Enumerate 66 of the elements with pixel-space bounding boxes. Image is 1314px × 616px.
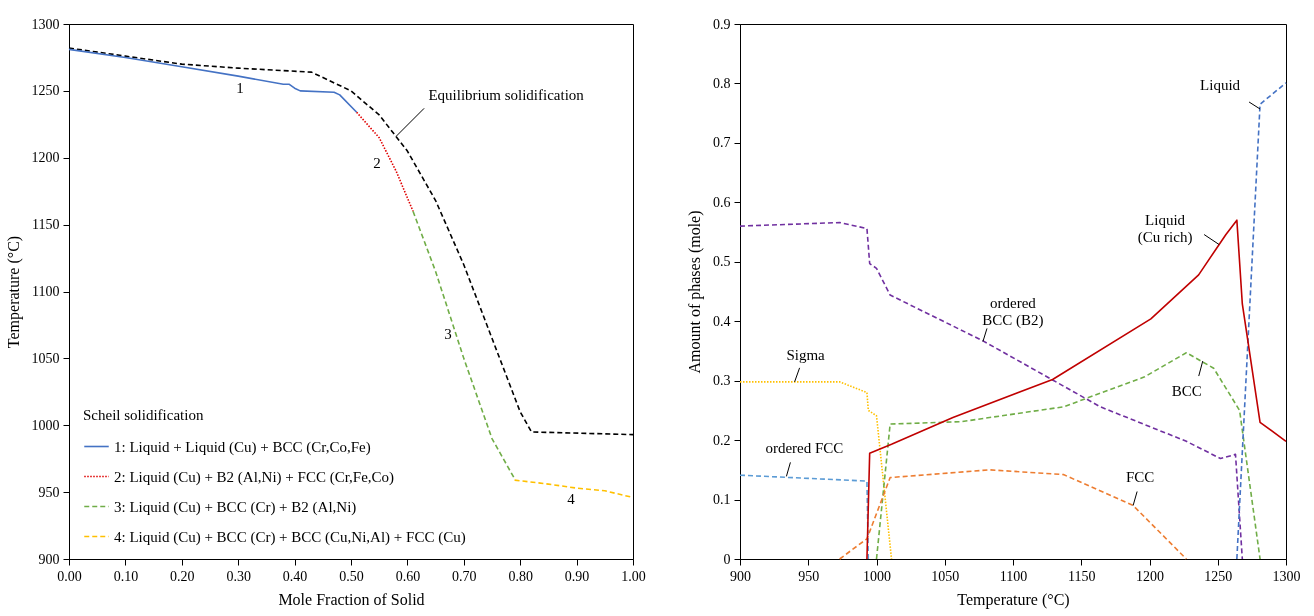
legend-label: 1: Liquid + Liquid (Cu) + BCC (Cr,Co,Fe) xyxy=(114,438,371,456)
y-tick-label: 0 xyxy=(723,551,731,567)
x-axis-title: Mole Fraction of Solid xyxy=(278,590,425,608)
y-tick-label: 0.3 xyxy=(713,373,731,389)
x-tick-label: 0.50 xyxy=(339,568,364,584)
y-tick-label: 0.5 xyxy=(713,254,731,270)
annotation: Sigma xyxy=(786,346,826,363)
annotation: 3 xyxy=(444,326,452,342)
legend-label: 2: Liquid (Cu) + B2 (Al,Ni) + FCC (Cr,Fe,Co) xyxy=(114,468,395,486)
annotation: Liquid (Cu rich) xyxy=(1137,211,1193,246)
line-series xyxy=(412,210,516,480)
y-tick-label: 1150 xyxy=(32,217,60,233)
y-tick-label: 0.2 xyxy=(713,432,731,448)
x-tick-label: 1.00 xyxy=(621,568,646,584)
annotation: ordered FCC xyxy=(765,440,844,457)
x-tick-label: 1000 xyxy=(863,568,891,584)
y-tick-label: 1200 xyxy=(31,150,60,166)
x-tick-label: 0.40 xyxy=(282,568,308,584)
legend-label: 3: Liquid (Cu) + BCC (Cr) + B2 (Al,Ni) xyxy=(114,498,357,516)
x-tick-label: 1250 xyxy=(1204,568,1233,584)
y-tick-label: 900 xyxy=(38,551,60,567)
line-series xyxy=(68,48,358,114)
x-tick-label: 950 xyxy=(798,568,820,584)
line-series xyxy=(355,111,414,213)
annotation: Equilibrium solidification xyxy=(428,87,585,104)
x-tick-label: 0.90 xyxy=(564,568,590,584)
y-tick-label: 0.6 xyxy=(713,194,731,210)
y-tick-label: 0.9 xyxy=(713,16,731,32)
y-tick-label: 0.8 xyxy=(713,75,731,91)
y-axis-title: Temperature (°C) xyxy=(4,235,23,349)
x-tick-label: 0.00 xyxy=(57,568,82,584)
x-tick-label: 1150 xyxy=(1068,568,1096,584)
y-tick-label: 0.7 xyxy=(713,135,731,151)
x-tick-label: 0.60 xyxy=(395,568,421,584)
annotation: 1 xyxy=(236,80,244,96)
x-axis-title: Temperature (°C) xyxy=(957,590,1070,609)
y-tick-label: 0.1 xyxy=(713,492,731,508)
x-tick-label: 900 xyxy=(730,568,751,584)
x-tick-label: 1200 xyxy=(1136,568,1164,584)
annotation: BCC xyxy=(1171,383,1202,400)
x-tick-label: 0.10 xyxy=(113,568,139,584)
x-tick-label: 1300 xyxy=(1272,568,1301,584)
x-tick-label: 0.70 xyxy=(452,568,477,584)
y-tick-label: 1050 xyxy=(31,350,60,366)
y-tick-label: 1100 xyxy=(32,284,60,299)
annotation: FCC xyxy=(1125,468,1155,485)
annotation: Liquid xyxy=(1200,77,1241,94)
line-series xyxy=(739,381,893,560)
x-tick-label: 0.80 xyxy=(508,568,533,584)
annotation: 4 xyxy=(567,491,576,507)
y-tick-label: 1250 xyxy=(31,83,60,99)
annotation: 2 xyxy=(373,155,381,171)
y-tick-label: 950 xyxy=(38,484,60,500)
y-tick-label: 0.4 xyxy=(713,313,731,329)
x-tick-label: 0.30 xyxy=(226,568,251,584)
x-tick-label: 0.20 xyxy=(170,568,195,584)
legend-title: Scheil solidification xyxy=(83,407,204,423)
line-series xyxy=(875,351,1261,560)
annotation: ordered BCC (B2) xyxy=(982,295,1044,330)
y-tick-label: 1000 xyxy=(31,417,60,433)
line-series xyxy=(838,469,1188,560)
x-tick-label: 1050 xyxy=(931,568,960,584)
y-tick-label: 1300 xyxy=(31,16,60,32)
legend-label: 4: Liquid (Cu) + BCC (Cr) + BCC (Cu,Ni,Al) + FCC (Cu) xyxy=(114,528,466,546)
x-tick-label: 1100 xyxy=(999,568,1028,584)
y-axis-title: Amount of phases (mole) xyxy=(686,210,704,374)
